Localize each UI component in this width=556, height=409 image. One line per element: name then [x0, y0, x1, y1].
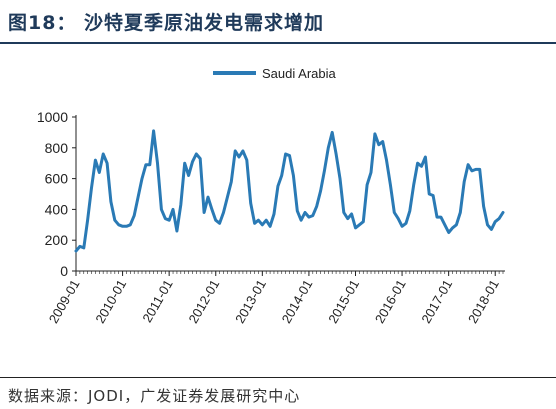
figure-header: 图18： 沙特夏季原油发电需求增加 — [0, 0, 556, 44]
y-tick-label: 1000 — [37, 109, 68, 125]
x-tick-label: 2015-01 — [325, 277, 362, 326]
source-note: 数据来源：JODI，广发证券发展研究中心 — [8, 387, 301, 405]
y-tick-label: 800 — [45, 140, 69, 156]
series-line-saudi-arabia — [74, 129, 505, 253]
chart-area: Saudi Arabia 0 200 400 600 800 1000 2009-01 2010… — [0, 50, 556, 368]
x-tick-label: 2009-01 — [46, 277, 83, 326]
figure-title: 图18： 沙特夏季原油发电需求增加 — [8, 12, 325, 34]
y-tick-label: 0 — [60, 263, 68, 279]
line-chart: Saudi Arabia 0 200 400 600 800 1000 2009-01 2010… — [37, 66, 505, 326]
y-tick-label: 400 — [45, 201, 69, 217]
y-tick-label: 200 — [45, 232, 69, 248]
y-tick-label: 600 — [45, 171, 69, 187]
x-tick-label: 2018-01 — [465, 277, 502, 326]
x-tick-label: 2013-01 — [232, 277, 269, 326]
x-tick-label: 2016-01 — [372, 277, 409, 326]
x-tick-label: 2012-01 — [185, 277, 222, 326]
x-tick-label: 2010-01 — [92, 277, 129, 326]
x-tick-label: 2014-01 — [279, 277, 316, 326]
source-divider — [0, 377, 556, 378]
x-tick-label: 2017-01 — [418, 277, 455, 326]
x-tick-label: 2011-01 — [139, 277, 175, 325]
legend-label: Saudi Arabia — [262, 66, 336, 81]
title-divider — [0, 42, 556, 44]
